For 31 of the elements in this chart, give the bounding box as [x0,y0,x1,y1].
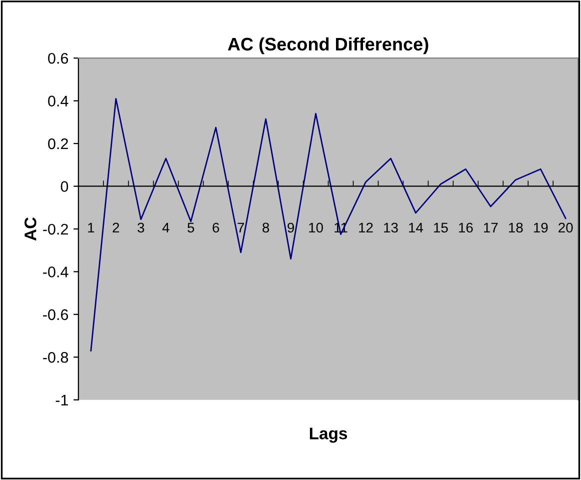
x-tick-label: 17 [484,222,498,232]
x-tick-label: 9 [288,222,294,233]
x-tick-label: 12 [359,222,373,232]
x-tick-label: 6 [212,222,220,233]
x-tick-label: 19 [534,222,548,233]
y-tick-label: -0.4 [43,266,68,278]
y-tick-label: 0.2 [48,138,68,150]
x-tick-label: 13 [384,222,398,233]
y-tick-label: 0.6 [48,52,68,64]
x-tick-label: 5 [188,222,194,233]
x-tick-label: 14 [409,222,424,232]
x-tick-label: 20 [558,222,573,233]
x-tick-label: 8 [262,222,270,233]
y-tick-label: 0.4 [48,96,68,106]
x-tick-label: 18 [508,222,523,233]
x-tick-label: 2 [112,222,120,232]
y-tick-label: -0.2 [43,224,68,235]
y-tick-label: -0.6 [43,309,68,320]
x-tick-label: 10 [309,222,323,233]
y-tick-label: -1 [56,394,68,406]
x-axis-title: Lags [310,428,348,443]
x-tick-label: 7 [238,222,244,232]
x-tick-label: 1 [88,222,94,232]
x-tick-label: 3 [138,222,144,233]
y-tick-label: -0.8 [43,352,68,363]
x-tick-label: 15 [434,222,448,233]
x-tick-label: 16 [459,222,473,233]
y-axis-title: AC [24,217,36,241]
y-tick-label: 0 [60,181,68,192]
chart-title: AC (Second Difference) [228,37,428,54]
x-tick-label: 4 [162,222,170,232]
